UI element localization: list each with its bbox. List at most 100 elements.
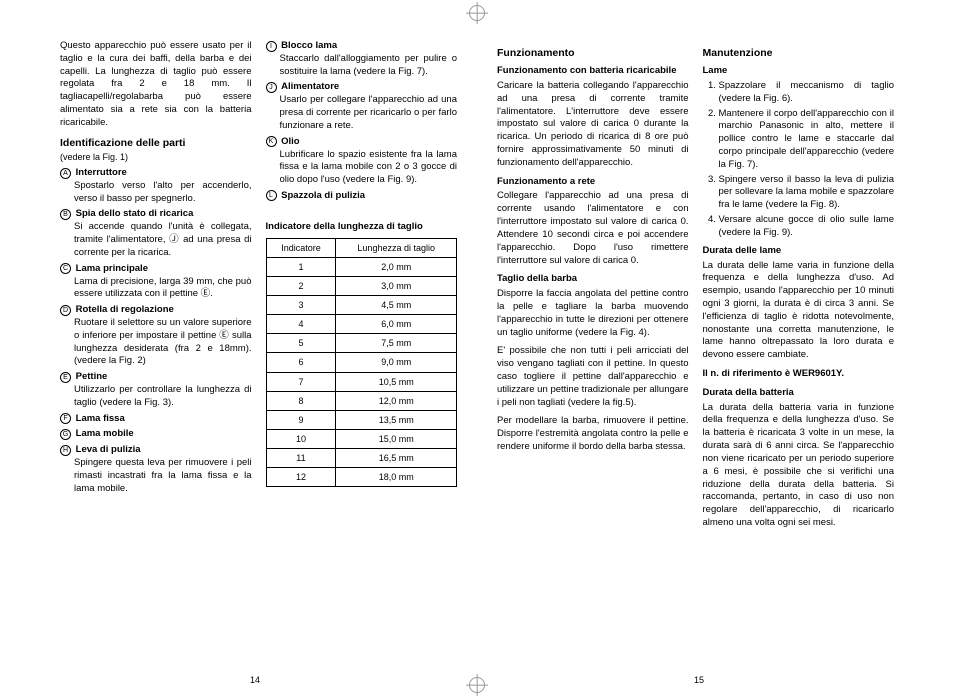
part-K: K Olio Lubrificare lo spazio esistente fr… [266, 136, 458, 187]
table-row: 69,0 mm [266, 353, 457, 372]
part-H: H Leva di pulizia Spingere questa leva pe… [60, 444, 252, 495]
table-row: 46,0 mm [266, 315, 457, 334]
cell-length: 9,0 mm [336, 353, 457, 372]
func-beard-heading: Taglio della barba [497, 273, 689, 286]
part-name: Blocco lama [281, 40, 337, 51]
cell-indicator: 9 [266, 410, 336, 429]
func-batt-text: Caricare la batteria collegando l'appare… [497, 80, 689, 170]
maint-step: Mantenere il corpo dell'apparecchio con … [719, 108, 895, 172]
parts-heading: Identificazione delle parti [60, 136, 252, 150]
cell-length: 7,5 mm [336, 334, 457, 353]
table-row: 12,0 mm [266, 257, 457, 276]
part-D: D Rotella di regolazioneRuotare il selet… [60, 304, 252, 368]
table-row: 34,5 mm [266, 295, 457, 314]
part-desc: Ruotare il selettore su un valore superi… [60, 317, 252, 368]
parts-see-fig: (vedere la Fig. 1) [60, 151, 252, 163]
cell-length: 2,0 mm [336, 257, 457, 276]
spread: Questo apparecchio può essere usato per … [60, 40, 894, 536]
blade-ref: Il n. di riferimento è WER9601Y. [703, 368, 895, 381]
part-F: F Lama fissa [60, 413, 252, 426]
col-2: I Blocco lama Staccarlo dall'alloggiament… [266, 40, 458, 536]
cell-length: 15,0 mm [336, 429, 457, 448]
cell-indicator: 10 [266, 429, 336, 448]
func-beard-3: Per modellare la barba, rimuovere il pet… [497, 415, 689, 453]
part-letter: L [266, 190, 277, 201]
fold-mark-top [469, 5, 485, 21]
table-heading: Indicatore della lunghezza di taglio [266, 221, 458, 234]
cell-indicator: 4 [266, 315, 336, 334]
batt-life-heading: Durata della batteria [703, 387, 895, 400]
col-3: Funzionamento Funzionamento con batteria… [497, 40, 689, 536]
page-number-right: 15 [694, 674, 704, 686]
part-C: C Lama principale Lama di precisione, lar… [60, 263, 252, 301]
cell-indicator: 11 [266, 449, 336, 468]
page-number-left: 14 [250, 674, 260, 686]
cell-length: 18,0 mm [336, 468, 457, 487]
part-letter: B [60, 209, 71, 220]
intro-text: Questo apparecchio può essere usato per … [60, 40, 252, 130]
part-letter: A [60, 168, 71, 179]
blade-life-text: La durata delle lame varia in funzione d… [703, 260, 895, 363]
maint-heading: Manutenzione [703, 46, 895, 60]
cell-indicator: 2 [266, 276, 336, 295]
cell-length: 16,5 mm [336, 449, 457, 468]
fold-mark-bottom [469, 677, 485, 693]
part-desc: Lubrificare lo spazio esistente fra la l… [266, 149, 458, 187]
part-desc: Spingere questa leva per rimuovere i pel… [60, 457, 252, 495]
cell-indicator: 7 [266, 372, 336, 391]
table-row: 23,0 mm [266, 276, 457, 295]
part-desc: Staccarlo dall'alloggiamento per pulire … [266, 53, 458, 79]
part-J: J AlimentatoreUsarlo per collegare l'app… [266, 81, 458, 132]
part-I: I Blocco lama Staccarlo dall'alloggiament… [266, 40, 458, 78]
part-letter: I [266, 41, 277, 52]
part-A: A InterruttoreSpostarlo verso l'alto per… [60, 167, 252, 205]
func-batt-heading: Funzionamento con batteria ricaricabile [497, 65, 689, 78]
th-length: Lunghezza di taglio [336, 238, 457, 257]
maint-steps: Spazzolare il meccanismo di taglio (vede… [703, 80, 895, 240]
cell-indicator: 5 [266, 334, 336, 353]
part-desc: Si accende quando l'unità è collegata, t… [60, 221, 252, 259]
part-name: Leva di pulizia [76, 444, 141, 455]
table-row: 1116,5 mm [266, 449, 457, 468]
part-desc: Spostarlo verso l'alto per accenderlo, v… [60, 180, 252, 206]
part-name: Lama mobile [76, 428, 134, 439]
part-G: G Lama mobile [60, 428, 252, 441]
batt-life-text: La durata della batteria varia in funzio… [703, 402, 895, 530]
table-header-row: Indicatore Lunghezza di taglio [266, 238, 457, 257]
part-name: Olio [281, 136, 299, 147]
maint-blades-heading: Lame [703, 65, 895, 78]
part-L: L Spazzola di pulizia [266, 190, 458, 203]
cell-length: 12,0 mm [336, 391, 457, 410]
func-ac-text: Collegare l'apparecchio ad una presa di … [497, 190, 689, 267]
table-row: 812,0 mm [266, 391, 457, 410]
part-letter: G [60, 429, 71, 440]
cell-length: 3,0 mm [336, 276, 457, 295]
part-letter: D [60, 305, 71, 316]
table-row: 57,5 mm [266, 334, 457, 353]
part-letter: C [60, 263, 71, 274]
page-left: Questo apparecchio può essere usato per … [60, 40, 457, 536]
cell-length: 13,5 mm [336, 410, 457, 429]
part-desc: Lama di precisione, larga 39 mm, che può… [60, 276, 252, 302]
part-letter: K [266, 136, 277, 147]
part-letter: H [60, 445, 71, 456]
func-beard-1: Disporre la faccia angolata del pettine … [497, 288, 689, 339]
cell-indicator: 3 [266, 295, 336, 314]
table-row: 1218,0 mm [266, 468, 457, 487]
maint-step: Spingere verso il basso la leva di puliz… [719, 174, 895, 212]
part-desc: Utilizzarlo per controllare la lunghezza… [60, 384, 252, 410]
cell-length: 4,5 mm [336, 295, 457, 314]
th-indicator: Indicatore [266, 238, 336, 257]
table-row: 1015,0 mm [266, 429, 457, 448]
cell-indicator: 1 [266, 257, 336, 276]
table-row: 710,5 mm [266, 372, 457, 391]
part-name: Lama principale [76, 263, 148, 274]
blade-life-heading: Durata delle lame [703, 245, 895, 258]
func-ac-heading: Funzionamento a rete [497, 176, 689, 189]
part-E: E PettineUtilizzarlo per controllare la … [60, 371, 252, 409]
table-row: 913,5 mm [266, 410, 457, 429]
part-name: Spia dello stato di ricarica [76, 208, 194, 219]
cell-length: 6,0 mm [336, 315, 457, 334]
cell-length: 10,5 mm [336, 372, 457, 391]
length-table: Indicatore Lunghezza di taglio 12,0 mm23… [266, 238, 458, 488]
